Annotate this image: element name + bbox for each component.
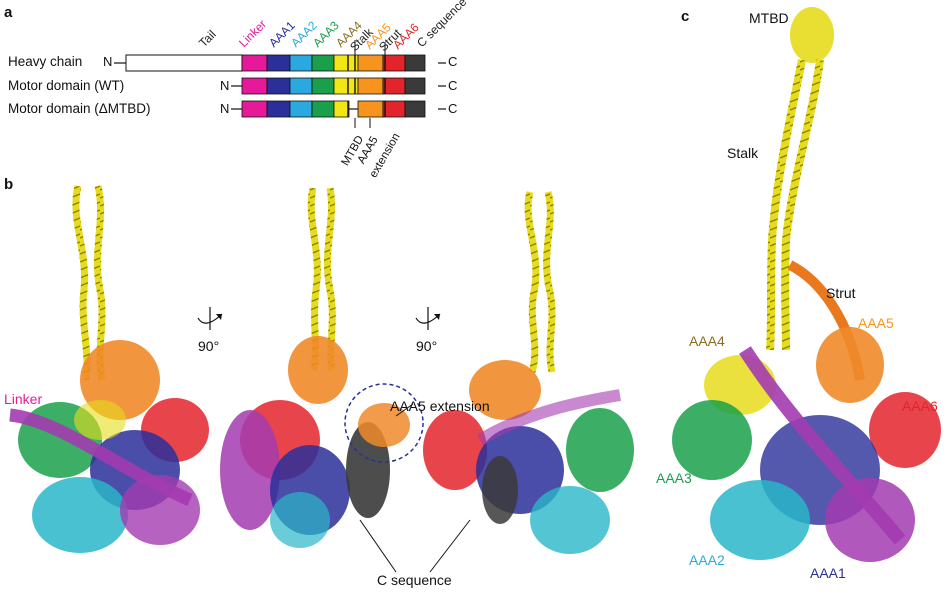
- row-label-motor-wt: Motor domain (WT): [8, 78, 125, 93]
- panel-label-b: b: [4, 176, 14, 193]
- structure-view-3: [423, 191, 634, 554]
- n-terminus-1: N: [103, 54, 113, 69]
- c-label-strut: Strut: [826, 285, 856, 301]
- structure-view-2: [220, 187, 471, 573]
- n-terminus-2: N: [220, 78, 230, 93]
- label-linker: Linker: [4, 391, 43, 407]
- panel-label-a: a: [4, 4, 13, 21]
- segment-cseq: [404, 54, 426, 72]
- label-c-sequence: C sequence: [377, 572, 452, 588]
- panel-label-c: c: [681, 8, 690, 25]
- c-label-aaa6: AAA6: [902, 398, 938, 414]
- segment-cseq: [404, 100, 426, 118]
- c-terminus-3: C: [448, 101, 458, 116]
- segment-cseq: [404, 77, 426, 95]
- rotation-symbol-2: [415, 307, 441, 330]
- row-label-heavy-chain: Heavy chain: [8, 54, 83, 69]
- structure-panel-c: [672, 7, 941, 562]
- c-label-aaa1: AAA1: [810, 565, 846, 581]
- structure-view-1: [9, 185, 209, 553]
- c-label-stalk: Stalk: [727, 145, 759, 161]
- label-90-degrees-1: 90°: [198, 338, 220, 354]
- c-label-aaa2: AAA2: [689, 552, 725, 568]
- domain-map: [114, 40, 446, 128]
- c-label-aaa3: AAA3: [656, 470, 692, 486]
- rotation-symbol-1: [197, 307, 223, 330]
- label-aaa5-extension: AAA5 extension: [390, 398, 490, 414]
- n-terminus-3: N: [220, 101, 230, 116]
- label-90-degrees-2: 90°: [416, 338, 438, 354]
- c-terminus-1: C: [448, 54, 458, 69]
- c-terminus-2: C: [448, 78, 458, 93]
- row-label-motor-dmtbd: Motor domain (ΔMTBD): [8, 101, 151, 116]
- c-label-aaa4: AAA4: [689, 333, 725, 349]
- c-label-mtbd: MTBD: [749, 10, 789, 26]
- c-label-aaa5: AAA5: [858, 315, 894, 331]
